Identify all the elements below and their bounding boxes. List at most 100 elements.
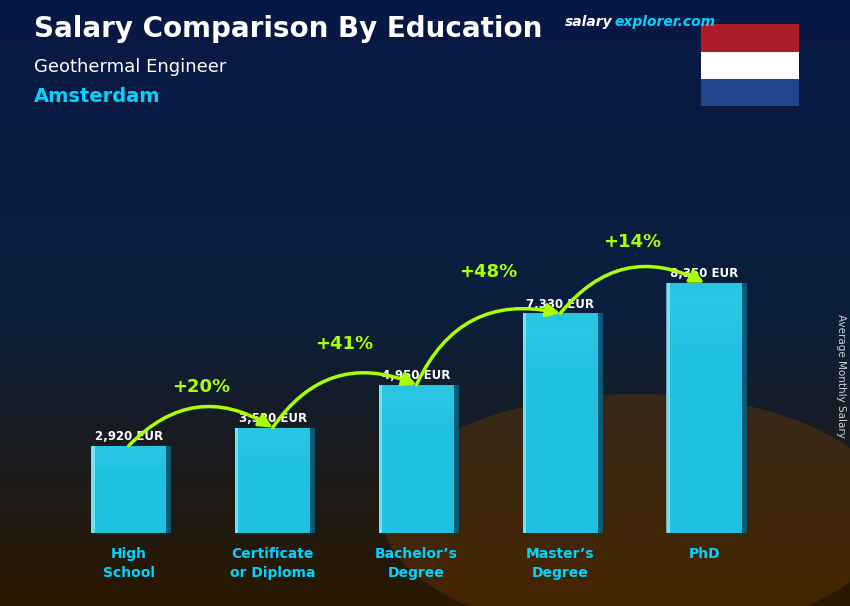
Bar (0, 191, 850, 194)
Bar (666, 529, 741, 533)
Bar (666, 362, 741, 366)
Bar (0, 79, 850, 82)
Bar (523, 445, 598, 449)
Bar (666, 379, 741, 383)
Bar (235, 449, 310, 450)
Bar (523, 342, 598, 346)
Bar (523, 328, 598, 331)
Bar (666, 441, 741, 445)
Bar (235, 528, 310, 530)
Bar (0, 45, 850, 48)
Bar (92, 491, 167, 493)
Bar (523, 460, 598, 464)
Bar (0, 139, 850, 142)
Bar (0, 167, 850, 170)
Bar (0, 415, 850, 418)
Bar (92, 472, 167, 473)
Bar (523, 376, 598, 379)
Text: salary: salary (565, 15, 613, 29)
Bar (0, 224, 850, 227)
Bar (235, 484, 310, 486)
Bar (0, 479, 850, 482)
Bar (0, 603, 850, 606)
Bar (0, 82, 850, 85)
Bar (523, 501, 598, 504)
Bar (235, 489, 310, 491)
Bar (379, 504, 454, 506)
Bar (666, 421, 741, 425)
Bar (0, 106, 850, 109)
Bar (523, 361, 598, 365)
Bar (379, 491, 454, 494)
Bar (0, 591, 850, 594)
Bar (666, 508, 741, 513)
Bar (235, 482, 310, 484)
Bar (523, 449, 598, 453)
Bar (0, 236, 850, 239)
Bar (0, 442, 850, 445)
Bar (0, 336, 850, 339)
Bar (666, 308, 741, 312)
Bar (235, 452, 310, 454)
Bar (235, 467, 310, 468)
Bar (523, 313, 598, 317)
Bar (0, 121, 850, 124)
Bar (454, 385, 459, 533)
Bar (0, 512, 850, 515)
Bar (741, 282, 747, 533)
Bar (235, 502, 310, 504)
Bar (92, 505, 167, 507)
Bar (92, 504, 167, 505)
Bar (0, 30, 850, 33)
Bar (0, 536, 850, 539)
Bar (379, 385, 454, 387)
Bar (235, 516, 310, 518)
Bar (235, 473, 310, 475)
Bar (0, 130, 850, 133)
Bar (0, 273, 850, 276)
Bar (0, 297, 850, 300)
Bar (666, 366, 741, 370)
Bar (666, 383, 741, 387)
Bar (0, 112, 850, 115)
Bar (310, 428, 315, 533)
Bar (379, 431, 454, 435)
Bar (0, 227, 850, 230)
Bar (92, 485, 167, 487)
Bar (379, 508, 454, 511)
Bar (0, 351, 850, 355)
Bar (666, 396, 741, 399)
Bar (0, 409, 850, 412)
Bar (235, 456, 310, 458)
Bar (0, 9, 850, 12)
Bar (92, 466, 167, 468)
Bar (0, 218, 850, 221)
Bar (235, 521, 310, 523)
Bar (379, 417, 454, 419)
Bar (92, 493, 167, 494)
Bar (0, 58, 850, 61)
Bar (379, 471, 454, 474)
Bar (523, 508, 598, 511)
Bar (0, 39, 850, 42)
Bar (523, 427, 598, 431)
FancyArrowPatch shape (560, 267, 700, 313)
Bar (0, 142, 850, 145)
Bar (523, 464, 598, 467)
Bar (0, 67, 850, 70)
Bar (235, 500, 310, 502)
Bar (0, 261, 850, 264)
Bar (0, 239, 850, 242)
Bar (523, 394, 598, 398)
Bar (0, 6, 850, 9)
Bar (379, 467, 454, 469)
Bar (379, 506, 454, 508)
Bar (523, 423, 598, 427)
Bar (0, 539, 850, 542)
Bar (666, 416, 741, 421)
Bar (235, 477, 310, 479)
Bar (92, 497, 167, 498)
Bar (0, 3, 850, 6)
FancyArrowPatch shape (416, 305, 557, 385)
Bar (0, 133, 850, 136)
